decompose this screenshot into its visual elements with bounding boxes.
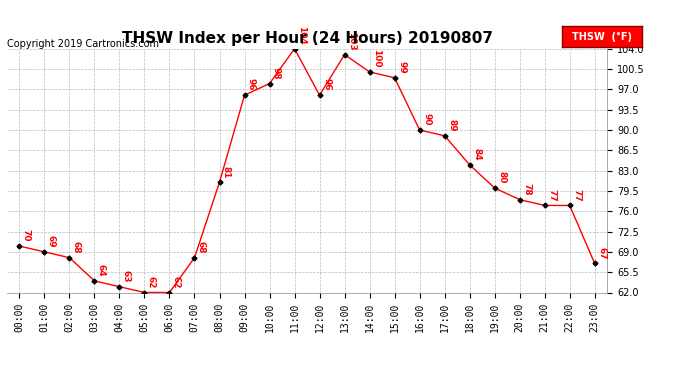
Text: 77: 77 xyxy=(547,189,556,201)
Text: 98: 98 xyxy=(272,67,281,80)
Text: 103: 103 xyxy=(347,32,356,50)
Text: 99: 99 xyxy=(397,61,406,74)
Text: Copyright 2019 Cartronics.com: Copyright 2019 Cartronics.com xyxy=(7,39,159,50)
Text: 69: 69 xyxy=(47,235,56,248)
Text: 62: 62 xyxy=(147,276,156,288)
Text: 96: 96 xyxy=(322,78,331,91)
Text: 78: 78 xyxy=(522,183,531,195)
Text: 96: 96 xyxy=(247,78,256,91)
Text: 90: 90 xyxy=(422,113,431,126)
Text: 84: 84 xyxy=(472,148,481,160)
Text: 68: 68 xyxy=(197,241,206,254)
Text: 67: 67 xyxy=(597,247,606,259)
Text: 100: 100 xyxy=(372,49,381,68)
Text: 81: 81 xyxy=(222,166,231,178)
Text: 80: 80 xyxy=(497,171,506,184)
Title: THSW Index per Hour (24 Hours) 20190807: THSW Index per Hour (24 Hours) 20190807 xyxy=(121,31,493,46)
Text: 62: 62 xyxy=(172,276,181,288)
Text: 104: 104 xyxy=(297,26,306,45)
Text: 70: 70 xyxy=(22,230,31,242)
Text: 89: 89 xyxy=(447,119,456,132)
Text: THSW  (°F): THSW (°F) xyxy=(572,32,632,42)
Text: 68: 68 xyxy=(72,241,81,254)
Text: 64: 64 xyxy=(97,264,106,277)
Text: 63: 63 xyxy=(122,270,131,282)
Text: 77: 77 xyxy=(572,189,581,201)
